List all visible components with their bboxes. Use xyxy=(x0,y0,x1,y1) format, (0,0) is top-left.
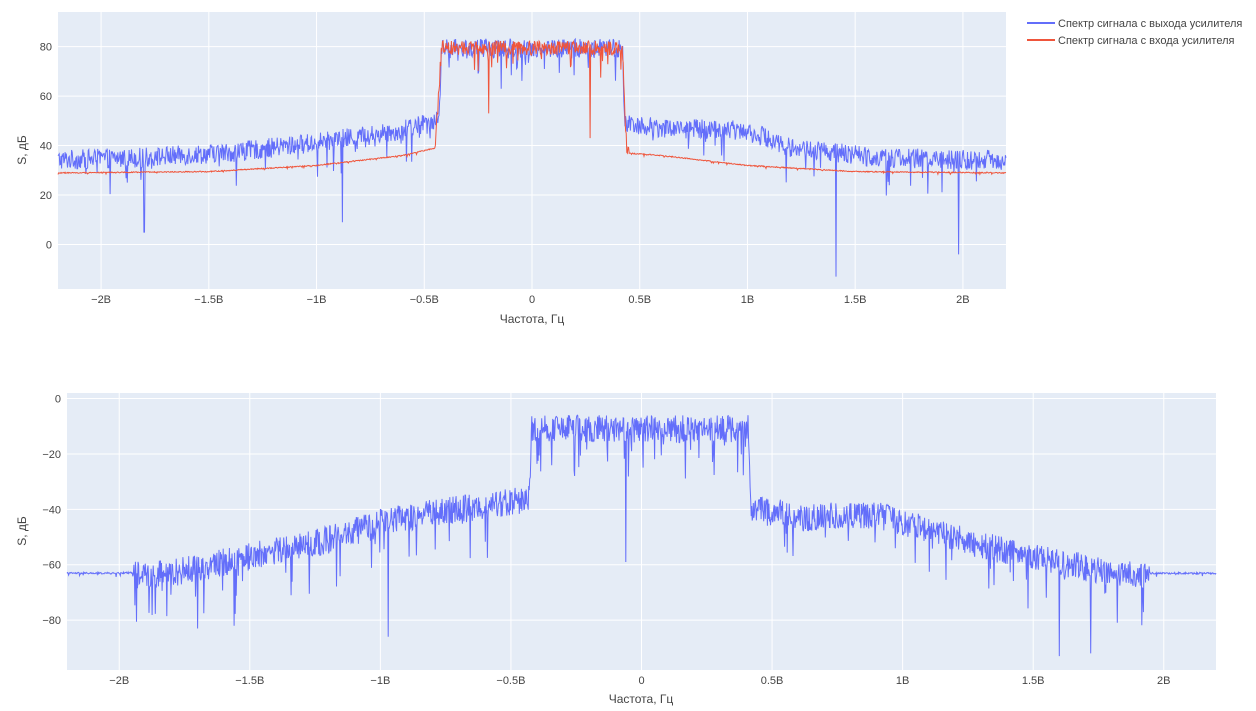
series-line-bottom-output xyxy=(66,414,1217,657)
x-tick-label-top: 1B xyxy=(741,294,754,306)
series-line-top-input xyxy=(57,39,1007,176)
y-tick-label-bottom: −80 xyxy=(42,615,61,627)
x-tick-label-bottom: −1B xyxy=(370,675,390,687)
legend-item-input[interactable]: Спектр сигнала с входа усилителя xyxy=(1027,35,1235,47)
x-tick-label-top: 1.5B xyxy=(844,294,867,306)
legend[interactable]: Спектр сигнала с выхода усилителя Спектр… xyxy=(1027,18,1242,47)
chart-bottom: −2B −1.5B −1B −0.5B 0 0.5B 1B 1.5B 2B 0 −20 −40 −60… xyxy=(15,393,1217,706)
y-ticks-bottom: 0 −20 −40 −60 −80 xyxy=(42,394,61,628)
series-group-top xyxy=(57,37,1007,277)
x-tick-label-top: −1B xyxy=(307,294,327,306)
x-tick-label-top: −1.5B xyxy=(194,294,223,306)
x-tick-label-bottom: −1.5B xyxy=(235,675,264,687)
x-tick-label-top: 2B xyxy=(956,294,969,306)
y-axis-label-top: S, дБ xyxy=(15,135,29,165)
y-axis-label-bottom: S, дБ xyxy=(15,516,29,546)
x-tick-label-bottom: 0.5B xyxy=(761,675,784,687)
x-tick-label-top: 0 xyxy=(529,294,535,306)
x-tick-label-bottom: 1.5B xyxy=(1022,675,1045,687)
x-ticks-bottom: −2B −1.5B −1B −0.5B 0 0.5B 1B 1.5B 2B xyxy=(109,675,1170,687)
y-tick-label-bottom: −20 xyxy=(42,449,61,461)
x-tick-label-top: −2B xyxy=(91,294,111,306)
y-tick-label-top: 40 xyxy=(40,141,52,153)
y-tick-label-bottom: −60 xyxy=(42,560,61,572)
legend-label-input: Спектр сигнала с входа усилителя xyxy=(1058,35,1235,47)
x-tick-label-bottom: 1B xyxy=(896,675,909,687)
y-tick-label-bottom: −40 xyxy=(42,504,61,516)
y-ticks-top: 0 20 40 60 80 xyxy=(40,42,52,252)
series-line-top-output xyxy=(57,37,1007,277)
series-group-bottom xyxy=(66,414,1217,657)
x-tick-label-bottom: −0.5B xyxy=(496,675,525,687)
x-tick-label-bottom: 2B xyxy=(1157,675,1170,687)
legend-item-output[interactable]: Спектр сигнала с выхода усилителя xyxy=(1027,18,1242,30)
y-tick-label-top: 60 xyxy=(40,91,52,103)
x-axis-label-top: Частота, Гц xyxy=(500,312,565,326)
x-tick-label-top: −0.5B xyxy=(410,294,439,306)
x-ticks-top: −2B −1.5B −1B −0.5B 0 0.5B 1B 1.5B 2B xyxy=(91,294,969,306)
x-axis-label-bottom: Частота, Гц xyxy=(609,692,674,706)
x-tick-label-bottom: −2B xyxy=(109,675,129,687)
x-tick-label-top: 0.5B xyxy=(628,294,651,306)
y-tick-label-top: 20 xyxy=(40,190,52,202)
y-tick-label-bottom: 0 xyxy=(55,394,61,406)
chart-top: −2B −1.5B −1B −0.5B 0 0.5B 1B 1.5B 2B 020406080 … xyxy=(15,12,1007,326)
legend-label-output: Спектр сигнала с выхода усилителя xyxy=(1058,18,1242,30)
x-tick-label-bottom: 0 xyxy=(638,675,644,687)
y-tick-label-top: 0 xyxy=(46,239,52,251)
y-tick-label-top: 80 xyxy=(40,42,52,54)
